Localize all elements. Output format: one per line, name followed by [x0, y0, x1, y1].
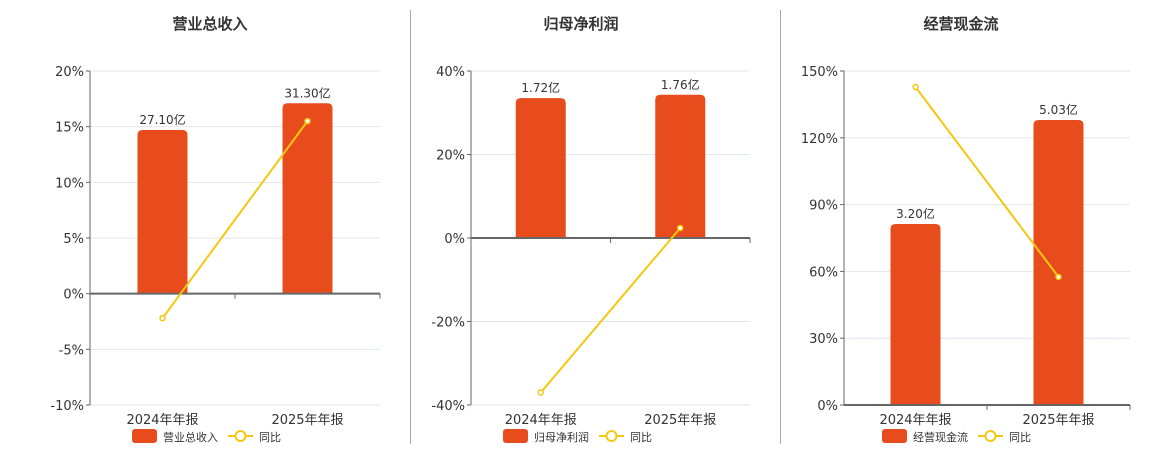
bar — [137, 130, 188, 294]
y-tick-label: -5% — [59, 343, 84, 358]
legend[interactable]: 营业总收入 同比 — [132, 429, 281, 444]
y-tick-label: 0% — [444, 232, 465, 247]
y-tick-label: 10% — [55, 176, 84, 191]
panel-divider — [780, 10, 781, 444]
y-tick-label: -20% — [431, 316, 465, 331]
legend-bar-swatch-icon[interactable] — [132, 429, 157, 443]
yoy-point — [159, 314, 166, 322]
bar-value-label: 1.76亿 — [661, 77, 700, 92]
x-category-label: 2024年年报 — [126, 413, 198, 428]
yoy-point — [1055, 273, 1062, 281]
bar-value-label: 3.20亿 — [896, 206, 935, 221]
bar-value-label: 31.30亿 — [284, 85, 330, 100]
y-tick-label: -40% — [431, 399, 465, 414]
y-tick-label: 0% — [817, 399, 838, 414]
bar — [890, 223, 941, 405]
legend-line-marker-icon[interactable] — [984, 430, 997, 442]
chart-panel-operating-cashflow: 经营现金流 150% 120% 90% 60% 30% 0% 3.20亿 5.03亿 2024年年… — [781, 0, 1160, 450]
legend-bar-swatch-icon[interactable] — [503, 429, 528, 443]
bar — [515, 98, 566, 238]
yoy-point — [304, 117, 311, 125]
y-tick-label: 120% — [801, 132, 838, 147]
revenue-chart: 营业总收入 20% 15% 10% 5% 0% -5% -10% 27.10亿 31.30亿 202… — [50, 15, 381, 444]
legend-bar-label[interactable]: 营业总收入 — [163, 430, 218, 444]
legend-line-label[interactable]: 同比 — [1009, 431, 1031, 444]
bar-value-label: 27.10亿 — [139, 112, 185, 127]
yoy-line — [161, 120, 309, 319]
y-tick-label: 20% — [436, 149, 465, 164]
yoy-line — [914, 86, 1060, 278]
x-category-label: 2025年年报 — [644, 413, 716, 428]
y-tick-label: 20% — [55, 65, 84, 80]
yoy-point — [912, 83, 919, 91]
legend-line-label[interactable]: 同比 — [630, 431, 652, 444]
y-tick-label: 150% — [801, 65, 838, 80]
legend[interactable]: 经营现金流 同比 — [882, 429, 1031, 444]
x-category-label: 2025年年报 — [271, 413, 343, 428]
chart-panel-revenue: 营业总收入 20% 15% 10% 5% 0% -5% -10% 27.10亿 31.30亿 202… — [0, 0, 410, 450]
yoy-point — [537, 389, 544, 396]
bar — [655, 94, 706, 238]
chart-title: 归母净利润 — [543, 15, 618, 33]
x-category-label: 2024年年报 — [879, 413, 951, 428]
y-tick-label: 15% — [55, 121, 84, 136]
y-tick-label: 60% — [809, 265, 838, 280]
y-tick-label: 40% — [436, 65, 465, 80]
y-tick-label: 5% — [63, 232, 84, 247]
x-category-label: 2024年年报 — [505, 413, 577, 428]
bar — [1033, 119, 1084, 405]
y-tick-label: 90% — [809, 199, 838, 214]
yoy-line — [539, 227, 682, 394]
chart-title: 经营现金流 — [923, 15, 998, 33]
legend-line-label[interactable]: 同比 — [259, 431, 281, 444]
chart-title: 营业总收入 — [172, 15, 247, 33]
operating-cashflow-chart: 经营现金流 150% 120% 90% 60% 30% 0% 3.20亿 5.03亿 2024年年… — [801, 15, 1131, 444]
bar-value-label: 1.72亿 — [521, 80, 560, 95]
chart-panel-net-profit: 归母净利润 40% 20% 0% -20% -40% 1.72亿 1.76亿 2024年年报 20… — [411, 0, 780, 450]
y-tick-label: -10% — [50, 399, 84, 414]
legend-bar-label[interactable]: 归母净利润 — [534, 430, 589, 444]
bar-value-label: 5.03亿 — [1039, 102, 1078, 117]
legend[interactable]: 归母净利润 同比 — [503, 429, 652, 444]
yoy-point — [677, 224, 684, 232]
panel-divider — [410, 10, 411, 444]
legend-line-marker-icon[interactable] — [234, 430, 247, 442]
bar — [282, 103, 333, 294]
legend-line-marker-icon[interactable] — [605, 430, 618, 442]
x-category-label: 2025年年报 — [1022, 413, 1094, 428]
net-profit-chart: 归母净利润 40% 20% 0% -20% -40% 1.72亿 1.76亿 2024年年报 20… — [431, 15, 751, 444]
y-tick-label: 30% — [809, 332, 838, 347]
legend-bar-label[interactable]: 经营现金流 — [913, 430, 968, 444]
legend-bar-swatch-icon[interactable] — [882, 429, 907, 443]
y-tick-label: 0% — [63, 288, 84, 303]
